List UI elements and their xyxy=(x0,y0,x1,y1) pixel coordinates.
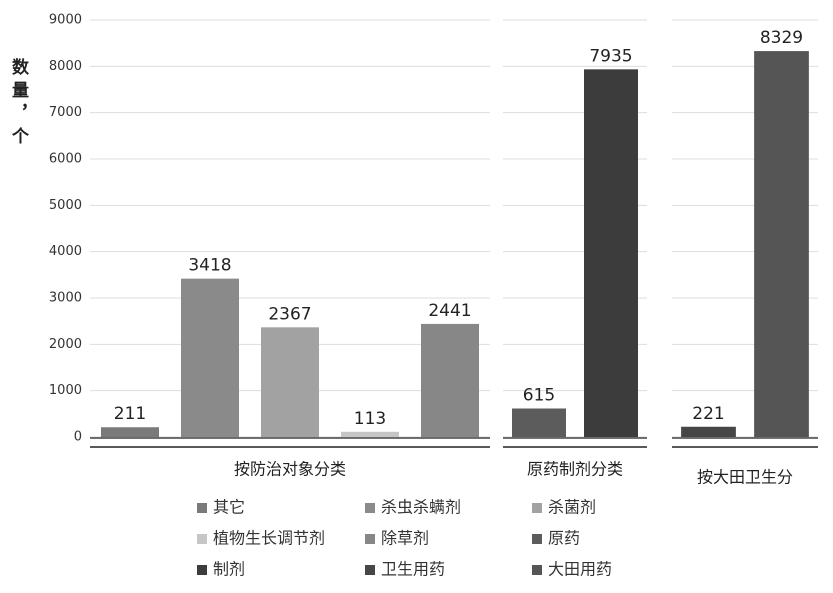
bar xyxy=(584,69,638,437)
y-tick-label: 2000 xyxy=(49,337,82,352)
y-tick-label: 7000 xyxy=(49,105,82,120)
legend-swatch xyxy=(365,503,375,513)
legend-swatch xyxy=(197,503,207,513)
value-label: 2441 xyxy=(428,301,471,321)
legend-label: 杀菌剂 xyxy=(548,498,596,517)
group-label: 原药制剂分类 xyxy=(527,460,623,479)
bar xyxy=(181,278,239,437)
value-label: 615 xyxy=(523,386,555,406)
legend-swatch xyxy=(197,565,207,575)
y-tick-label: 6000 xyxy=(49,152,82,167)
y-tick-label: 4000 xyxy=(49,244,82,259)
legend-swatch xyxy=(532,503,542,513)
legend-label: 原药 xyxy=(548,529,580,548)
legend-label: 杀虫杀螨剂 xyxy=(381,498,461,517)
y-tick-label: 5000 xyxy=(49,198,82,213)
legend-swatch xyxy=(532,565,542,575)
legend-swatch xyxy=(197,534,207,544)
bar xyxy=(341,431,399,437)
legend-label: 植物生长调节剂 xyxy=(213,529,325,548)
bar xyxy=(421,323,479,437)
y-tick-label: 3000 xyxy=(49,291,82,306)
legend-swatch xyxy=(532,534,542,544)
legend-label: 制剂 xyxy=(213,560,245,579)
y-tick-label: 8000 xyxy=(49,59,82,74)
group-label: 按防治对象分类 xyxy=(234,460,346,479)
legend-swatch xyxy=(365,565,375,575)
bar xyxy=(512,408,566,437)
value-label: 211 xyxy=(114,404,146,424)
y-tick-label: 0 xyxy=(74,430,82,445)
bar xyxy=(261,327,319,437)
value-label: 7935 xyxy=(589,46,632,66)
bar xyxy=(101,427,159,437)
y-tick-label: 9000 xyxy=(49,13,82,28)
value-label: 8329 xyxy=(760,28,803,48)
legend-label: 其它 xyxy=(213,498,245,517)
legend-swatch xyxy=(365,534,375,544)
value-label: 113 xyxy=(354,409,386,429)
group-label: 按大田卫生分 xyxy=(697,468,793,487)
bar xyxy=(754,51,809,438)
legend-label: 除草剂 xyxy=(381,529,429,548)
bar xyxy=(681,426,736,437)
y-tick-label: 1000 xyxy=(49,383,82,398)
value-label: 3418 xyxy=(188,256,231,276)
legend-label: 卫生用药 xyxy=(381,560,445,579)
y-axis-label: 数量，个 xyxy=(8,57,30,150)
value-label: 221 xyxy=(692,404,724,424)
legend-label: 大田用药 xyxy=(548,560,612,579)
value-label: 2367 xyxy=(268,304,311,324)
